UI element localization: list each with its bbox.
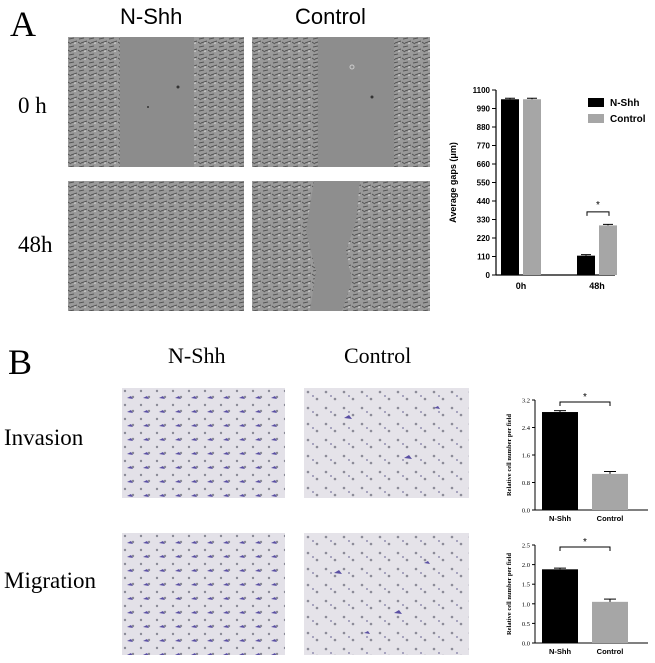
panel-a-letter: A bbox=[10, 4, 36, 44]
chart-b-migration-y-tick-label: 1.0 bbox=[522, 601, 530, 608]
chart-b-migration-y-tick-label: 2.5 bbox=[522, 543, 530, 550]
chart-a-y-tick-label: 220 bbox=[477, 234, 491, 243]
chart-a-y-tick-label: 990 bbox=[477, 105, 491, 114]
chart-b-invasion-x-tick-label: N-Shh bbox=[549, 514, 571, 523]
chart-a-y-axis-label: Average gaps (μm) bbox=[448, 142, 458, 223]
chart-a-significance-star: * bbox=[596, 200, 600, 211]
chart-b-migration-x-tick-label: Control bbox=[597, 647, 624, 656]
chart-b-invasion-y-tick-label: 0.0 bbox=[522, 508, 530, 515]
panel-a-col-label-control: Control bbox=[295, 4, 366, 29]
chart-a-y-tick-label: 880 bbox=[477, 123, 491, 132]
micrograph-a-control-48h bbox=[252, 181, 430, 311]
micrograph-b-control-migration bbox=[304, 533, 469, 655]
chart-b-migration: 0.0 0.5 1.0 1.5 2.0 2.5 Relative cell number p… bbox=[506, 537, 648, 656]
panel-b-row-label-invasion: Invasion bbox=[4, 425, 84, 450]
chart-a-y-tick-label: 550 bbox=[477, 179, 491, 188]
panel-a-row-label-0h: 0 h bbox=[18, 93, 47, 118]
panel-b-row-label-migration: Migration bbox=[4, 568, 96, 593]
chart-b-invasion-y-tick-label: 0.8 bbox=[522, 480, 530, 487]
chart-b-migration-significance-star: * bbox=[583, 537, 587, 548]
chart-a-bar bbox=[577, 255, 595, 275]
chart-a-bar bbox=[523, 99, 541, 275]
panel-a-row-label-48h: 48h bbox=[18, 232, 53, 257]
micrograph-a-nshh-48h bbox=[68, 181, 244, 311]
micrograph-b-control-invasion bbox=[304, 388, 469, 498]
chart-a-y-tick-label: 110 bbox=[477, 253, 490, 262]
chart-a-y-tick-label: 770 bbox=[477, 142, 491, 151]
chart-b-invasion-significance-star: * bbox=[583, 392, 587, 403]
chart-a-x-tick-label: 48h bbox=[589, 281, 605, 291]
chart-a-x-tick-label: 0h bbox=[516, 281, 527, 291]
chart-a-y-tick-label: 330 bbox=[477, 216, 491, 225]
chart-b-invasion-y-axis-label: Relative cell number per field bbox=[506, 414, 513, 496]
chart-b-invasion: 0.0 0.8 1.6 2.4 3.2 Relative cell number per … bbox=[506, 392, 648, 523]
chart-a-legend-swatch bbox=[588, 114, 604, 123]
chart-b-migration-y-axis-label: Relative cell number per field bbox=[506, 553, 513, 635]
panel-b-letter: B bbox=[8, 342, 33, 382]
chart-a-significance-bracket bbox=[586, 211, 610, 216]
panel-b-col-label-nshh: N-Shh bbox=[168, 343, 226, 368]
chart-b-invasion-y-tick-label: 3.2 bbox=[522, 398, 530, 405]
micrograph-b-nshh-migration bbox=[122, 533, 285, 655]
chart-a-y-tick-label: 1100 bbox=[473, 86, 491, 95]
chart-b-migration-significance-bracket bbox=[559, 546, 611, 551]
chart-b-migration-y-tick-label: 0.5 bbox=[522, 621, 530, 628]
chart-a-bar bbox=[599, 225, 617, 275]
micrograph-a-nshh-0h bbox=[68, 37, 244, 167]
chart-b-migration-y-tick-label: 0.0 bbox=[522, 641, 530, 648]
chart-a-y-tick-label: 0 bbox=[486, 271, 491, 280]
chart-b-invasion-y-tick-label: 2.4 bbox=[522, 425, 531, 432]
chart-b-invasion-bar bbox=[542, 412, 578, 510]
chart-a-legend-label: Control bbox=[610, 114, 646, 125]
chart-a-legend-swatch bbox=[588, 98, 604, 107]
chart-b-migration-bar bbox=[542, 569, 578, 643]
chart-a-y-tick-label: 440 bbox=[477, 197, 491, 206]
chart-a-y-tick-label: 660 bbox=[477, 160, 491, 169]
micrograph-a-control-0h bbox=[252, 37, 430, 167]
chart-b-invasion-significance-bracket bbox=[559, 401, 611, 406]
chart-a-average-gaps: 0 110 220 330 440 550 660 770 880 990 1100 Average … bbox=[448, 86, 646, 291]
chart-b-migration-bar bbox=[592, 601, 628, 643]
chart-b-invasion-bar bbox=[592, 473, 628, 510]
panel-b-col-label-control: Control bbox=[344, 343, 412, 368]
chart-a-bar bbox=[501, 99, 519, 275]
panel-a-col-label-nshh: N-Shh bbox=[120, 4, 183, 29]
chart-b-invasion-x-tick-label: Control bbox=[597, 514, 624, 523]
chart-b-migration-y-tick-label: 2.0 bbox=[522, 562, 530, 569]
micrograph-b-nshh-invasion bbox=[122, 388, 285, 498]
chart-b-migration-y-tick-label: 1.5 bbox=[522, 582, 530, 589]
chart-a-legend-label: N-Shh bbox=[610, 98, 639, 109]
chart-b-migration-x-tick-label: N-Shh bbox=[549, 647, 571, 656]
chart-b-invasion-y-tick-label: 1.6 bbox=[522, 453, 531, 460]
